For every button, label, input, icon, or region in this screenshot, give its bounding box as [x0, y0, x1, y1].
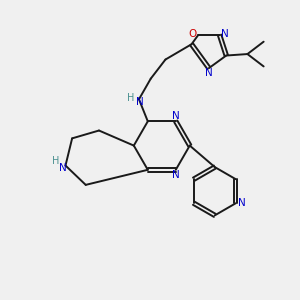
Text: N: N	[59, 164, 66, 173]
Text: N: N	[205, 68, 213, 78]
Text: N: N	[136, 97, 143, 106]
Text: O: O	[189, 28, 197, 39]
Text: N: N	[238, 198, 245, 208]
Text: H: H	[52, 156, 60, 166]
Text: H: H	[127, 93, 134, 103]
Text: N: N	[221, 28, 229, 39]
Text: N: N	[172, 170, 180, 180]
Text: N: N	[172, 111, 180, 121]
